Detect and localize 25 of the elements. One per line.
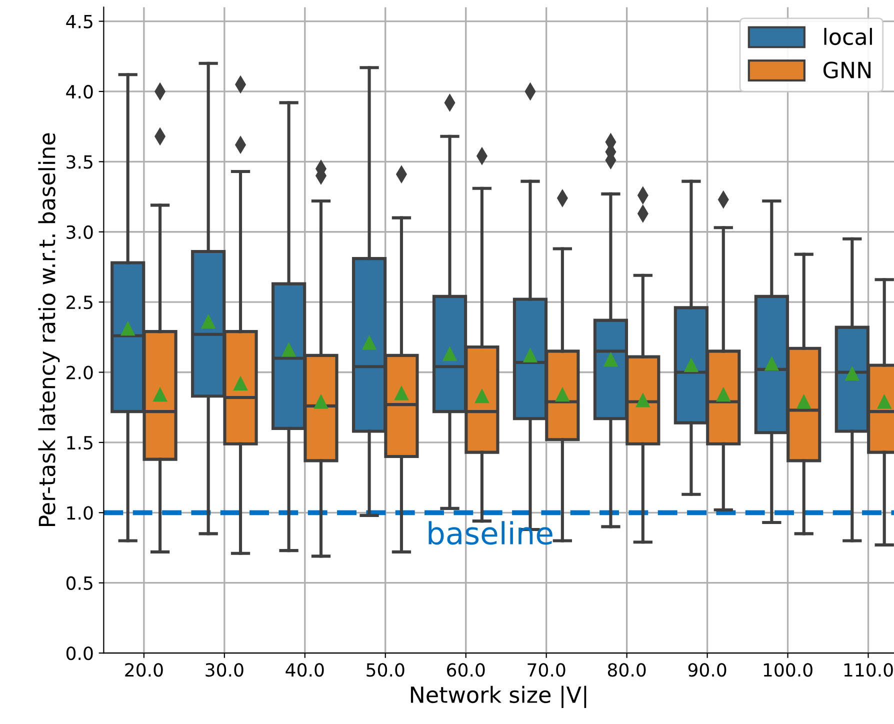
y-axis-title: Per-task latency ratio w.r.t. baseline	[38, 133, 60, 526]
x-tick-label: 40.0	[286, 663, 324, 677]
y-tick-label: 0.5	[66, 576, 92, 590]
x-tick-label: 60.0	[447, 663, 485, 677]
x-tick-label: 80.0	[608, 663, 646, 677]
y-tick-label: 3.0	[66, 225, 93, 239]
x-tick-label: 30.0	[206, 663, 244, 677]
y-tick-label: 3.5	[66, 155, 92, 169]
legend-label: GNN	[823, 62, 871, 78]
y-tick-label: 1.0	[67, 506, 93, 520]
y-tick-label: 0.0	[66, 646, 93, 660]
y-tick-label: 4.0	[66, 84, 93, 99]
y-tick-label: 2.0	[66, 366, 93, 380]
y-tick-label: 2.5	[66, 296, 92, 310]
x-tick-label: 90.0	[688, 663, 726, 677]
ref-line-label: baseline	[428, 521, 552, 545]
y-tick-label: 4.5	[66, 14, 92, 28]
x-tick-label: 50.0	[366, 663, 404, 677]
x-tick-label: 110.0	[844, 663, 893, 677]
x-tick-label: 100.0	[764, 663, 812, 677]
x-tick-label: 70.0	[528, 663, 566, 677]
legend-label: local	[824, 28, 872, 46]
y-tick-label: 1.5	[67, 436, 92, 450]
x-axis-title: Network size |V|	[410, 686, 586, 708]
x-tick-label: 20.0	[125, 663, 163, 677]
